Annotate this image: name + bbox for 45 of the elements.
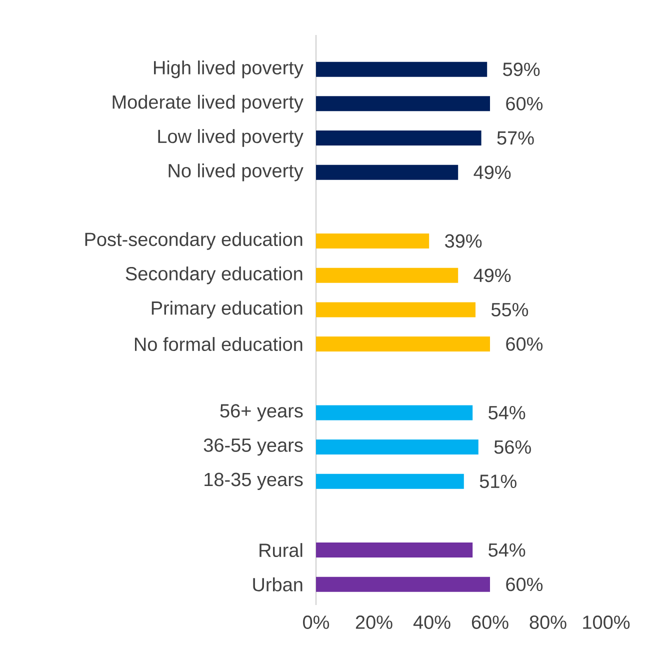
y-tick-label: 56+ years [220, 404, 303, 422]
data-label: 55% [491, 303, 528, 316]
bar [316, 336, 490, 352]
bar [316, 96, 490, 112]
data-label: 60% [506, 337, 543, 351]
y-tick-label: High lived poverty [154, 60, 304, 78]
bar [316, 405, 473, 420]
bar [316, 576, 490, 592]
x-tick-label: 100% [583, 616, 630, 629]
y-tick-label: Primary education [152, 300, 302, 319]
bar [316, 474, 464, 489]
bar [316, 130, 482, 146]
y-tick-label: Urban [253, 577, 302, 592]
y-tick-label: Low lived poverty [158, 129, 304, 147]
y-tick-label: No formal education [134, 337, 302, 352]
data-label: 49% [474, 166, 511, 180]
data-label: 39% [445, 234, 482, 248]
bar [316, 268, 458, 283]
bar [316, 302, 476, 318]
data-label: 60% [506, 96, 543, 110]
y-tick-label: Rural [260, 543, 302, 558]
x-tick-label: 80% [530, 616, 566, 629]
bar [316, 234, 430, 249]
data-label: 59% [503, 62, 540, 76]
x-tick-label: 40% [413, 616, 450, 629]
data-label: 49% [474, 268, 511, 282]
bar [316, 440, 478, 455]
data-label: 51% [480, 474, 516, 488]
y-tick-label: 36-55 years [204, 438, 303, 456]
y-tick-label: 18-35 years [204, 472, 303, 490]
y-tick-label: No lived poverty [168, 163, 304, 182]
data-label: 54% [488, 406, 526, 420]
data-label: 56% [494, 440, 531, 454]
y-tick-label: Moderate lived poverty [112, 94, 304, 113]
x-tick-label: 20% [356, 616, 392, 629]
bar [316, 542, 473, 558]
data-label: 54% [488, 543, 526, 557]
x-tick-label: 60% [472, 616, 508, 629]
y-tick-label: Post-secondary education [85, 232, 302, 250]
data-label: 60% [506, 578, 543, 592]
y-tick-label: Secondary education [126, 266, 302, 284]
bar [316, 62, 488, 77]
data-label: 57% [497, 131, 534, 145]
x-tick-label: 0% [303, 616, 330, 629]
bar [316, 164, 458, 180]
